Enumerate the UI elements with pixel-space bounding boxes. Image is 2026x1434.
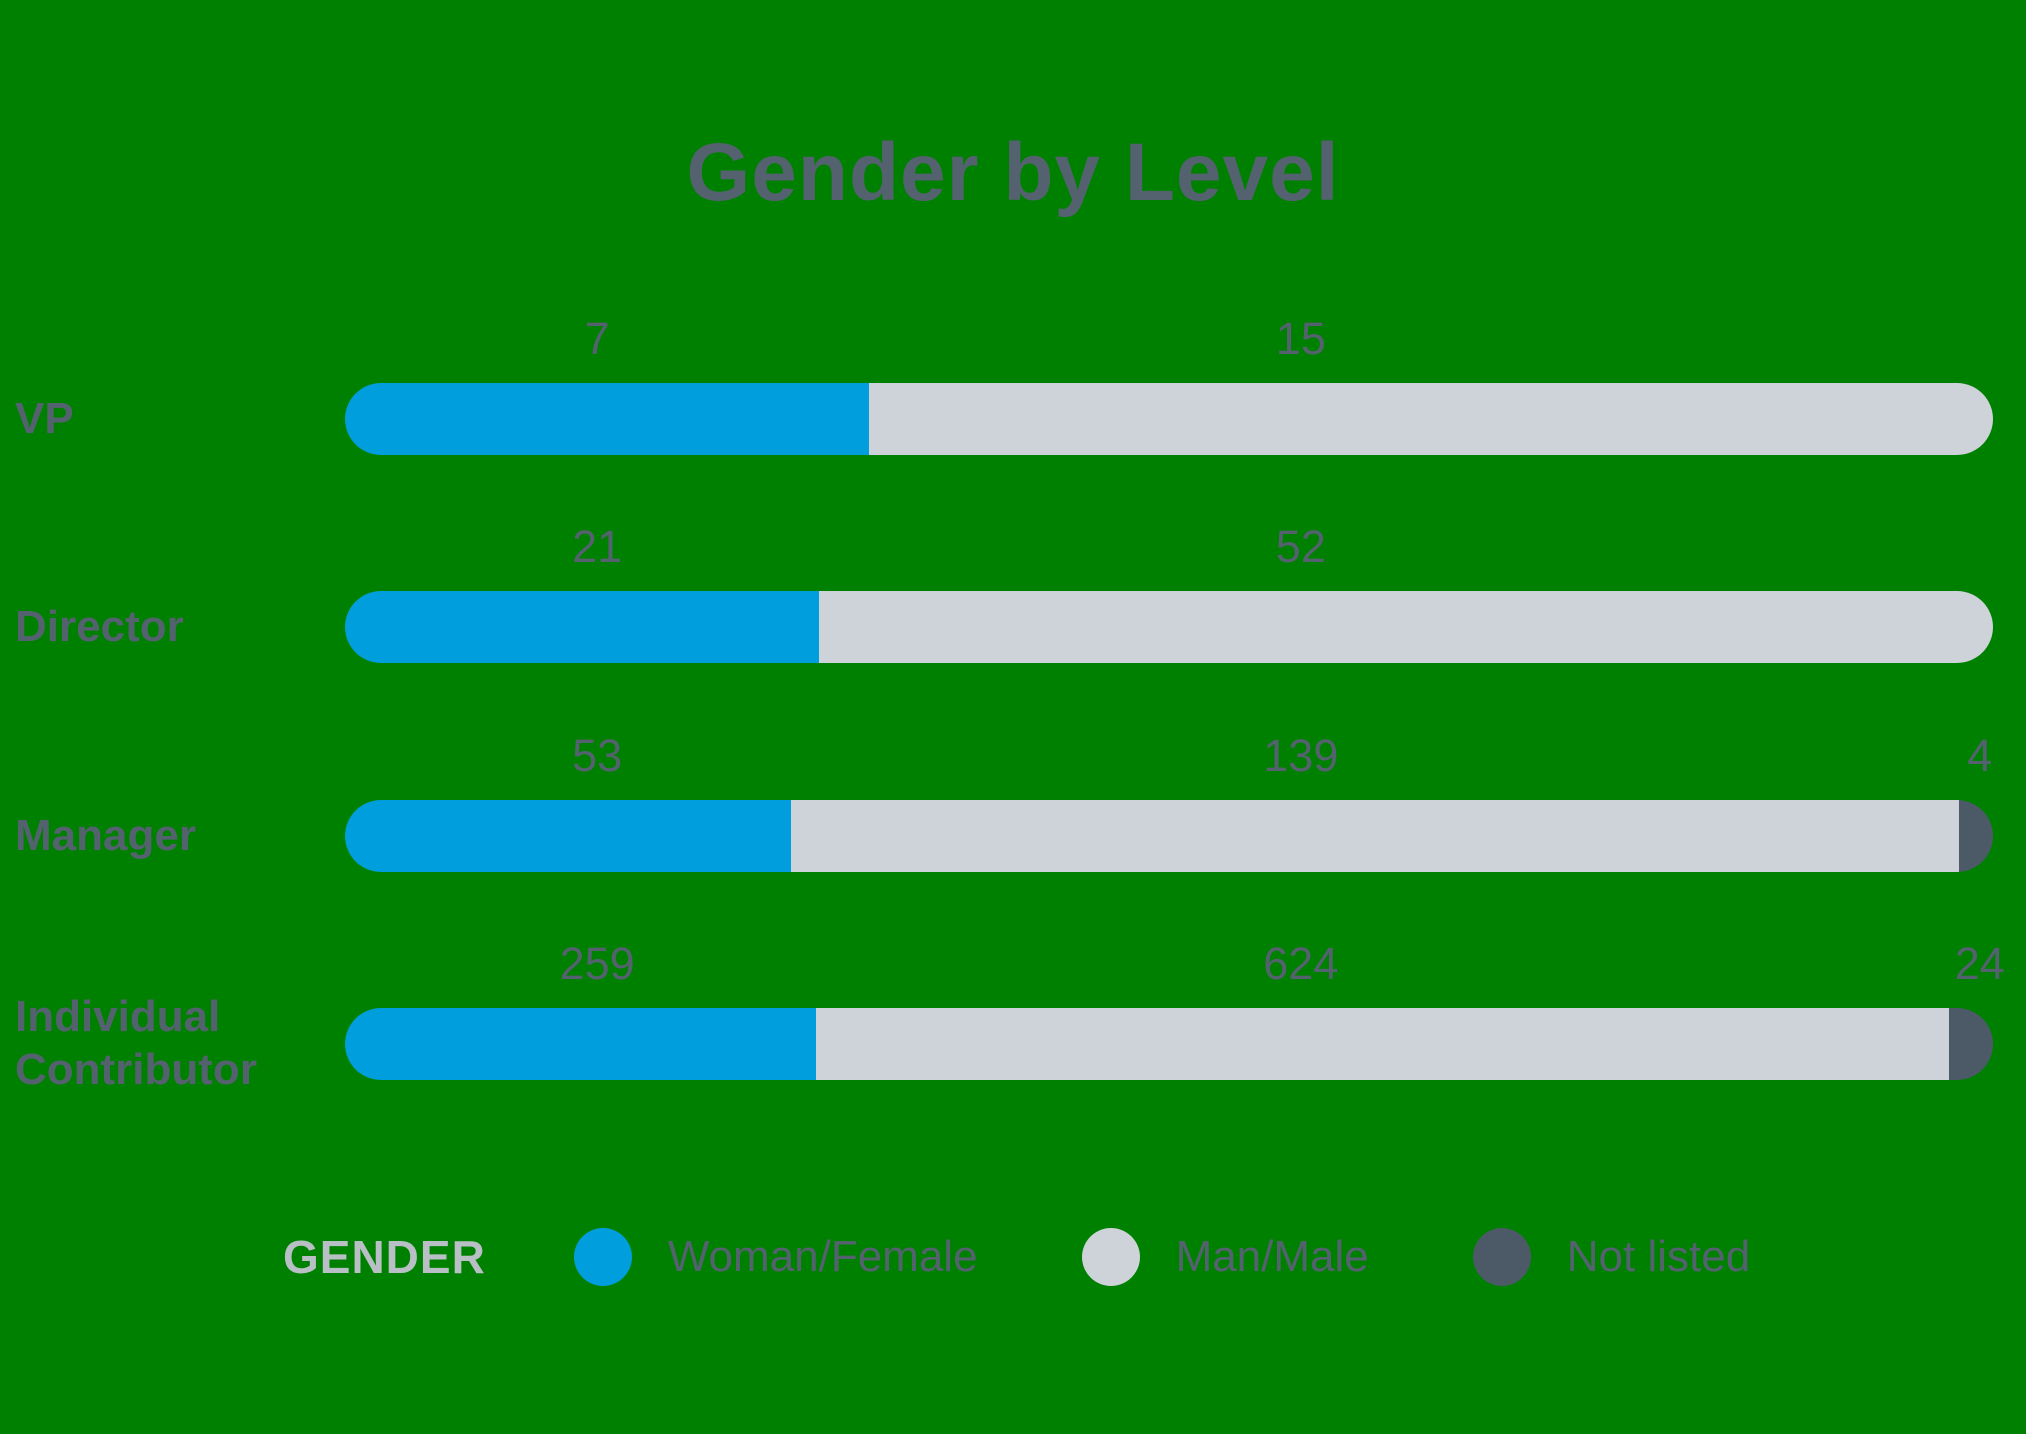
value-labels: 259 624 24 — [345, 931, 2005, 1008]
stacked-bar — [345, 1008, 1993, 1080]
legend-dot-not-listed-icon — [1472, 1228, 1531, 1286]
bar-segment-man-male — [869, 383, 1993, 455]
value-label: 21 — [572, 521, 623, 572]
bar-segment-man-male — [815, 1008, 1950, 1080]
legend-item-man-male: Man/Male — [1081, 1228, 1369, 1286]
chart-row: Individual Contributor 259 624 24 — [0, 931, 2026, 1094]
bar-segment-not-listed — [1959, 800, 1993, 872]
legend-dot-woman-female-icon — [573, 1228, 632, 1286]
bar-segment-woman-female — [345, 383, 870, 455]
value-label: 139 — [1263, 730, 1339, 781]
chart-row: VP 7 15 — [0, 306, 2026, 456]
value-label: 624 — [1263, 938, 1339, 989]
bar-segment-man-male — [819, 591, 1993, 663]
bar-segment-not-listed — [1949, 1008, 1993, 1080]
stacked-bar — [345, 800, 1993, 872]
value-label: 15 — [1275, 313, 1326, 364]
chart-row: Manager 53 139 4 — [0, 723, 2026, 873]
legend-item-woman-female: Woman/Female — [573, 1228, 978, 1286]
bar-segment-woman-female — [345, 591, 820, 663]
legend-title: GENDER — [283, 1231, 486, 1283]
legend: GENDER Woman/Female Man/Male Not listed — [283, 1224, 1854, 1290]
value-labels: 21 52 — [345, 514, 1993, 591]
bar-segment-woman-female — [345, 1008, 816, 1080]
value-labels: 53 139 4 — [345, 723, 1993, 800]
legend-item-not-listed: Not listed — [1472, 1228, 1751, 1286]
bar-segment-woman-female — [345, 800, 791, 872]
value-label: 4 — [1967, 730, 1993, 781]
category-label: Manager — [15, 810, 196, 860]
value-label: 24 — [1954, 938, 2005, 989]
legend-dot-man-male-icon — [1081, 1228, 1140, 1286]
category-label: VP — [15, 393, 74, 443]
stacked-bar — [345, 591, 1993, 663]
category-label: Individual Contributor — [15, 992, 257, 1094]
value-labels: 7 15 — [345, 306, 1993, 383]
chart-row: Director 21 52 — [0, 514, 2026, 664]
bar-segment-man-male — [790, 800, 1960, 872]
stacked-bar — [345, 383, 1993, 455]
value-label: 53 — [572, 730, 623, 781]
legend-label-man-male: Man/Male — [1175, 1232, 1369, 1281]
value-label: 7 — [584, 313, 610, 364]
value-label: 52 — [1275, 521, 1326, 572]
chart-title: Gender by Level — [686, 127, 1340, 218]
legend-label-not-listed: Not listed — [1566, 1232, 1751, 1281]
legend-label-woman-female: Woman/Female — [667, 1232, 978, 1281]
value-label: 259 — [559, 938, 635, 989]
category-label: Director — [15, 601, 184, 651]
